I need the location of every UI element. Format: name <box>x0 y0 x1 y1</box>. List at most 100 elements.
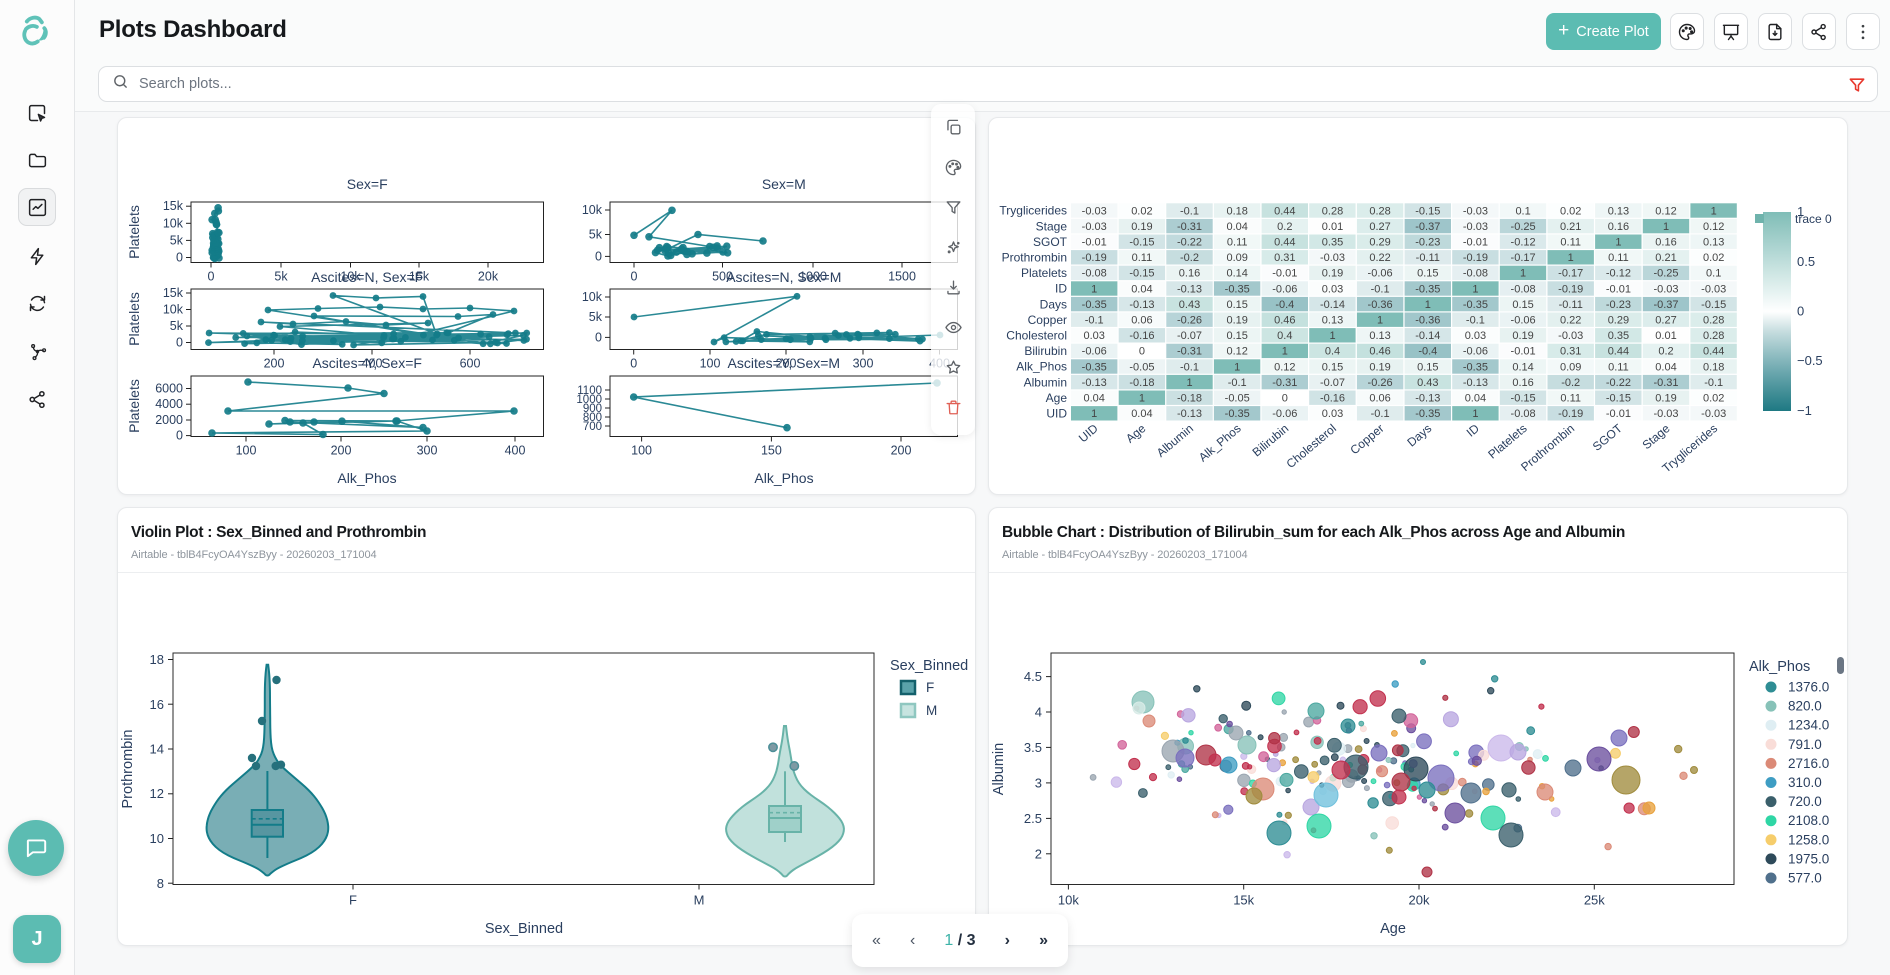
svg-text:0: 0 <box>1139 346 1145 358</box>
svg-text:1: 1 <box>1329 330 1335 342</box>
svg-text:-0.03: -0.03 <box>1701 408 1726 420</box>
svg-text:Alk_Phos: Alk_Phos <box>337 470 396 486</box>
svg-text:0.18: 0.18 <box>1226 205 1247 217</box>
svg-text:0.28: 0.28 <box>1369 205 1390 217</box>
svg-text:UID: UID <box>1046 407 1067 421</box>
svg-text:0.04: 0.04 <box>1655 361 1676 373</box>
svg-text:-0.16: -0.16 <box>1320 393 1345 405</box>
svg-text:0.27: 0.27 <box>1655 315 1676 327</box>
svg-text:0.19: 0.19 <box>1512 330 1533 342</box>
svg-text:-0.06: -0.06 <box>1368 268 1393 280</box>
svg-text:F: F <box>926 680 934 695</box>
svg-text:-0.06: -0.06 <box>1272 408 1297 420</box>
svg-text:-0.4: -0.4 <box>1275 299 1294 311</box>
svg-text:0.09: 0.09 <box>1226 252 1247 264</box>
svg-text:10k: 10k <box>340 270 361 284</box>
svg-text:Ascites=Y, Sex=M: Ascites=Y, Sex=M <box>728 355 841 371</box>
svg-text:-0.11: -0.11 <box>1416 252 1440 264</box>
svg-text:0.31: 0.31 <box>1560 346 1581 358</box>
svg-text:16: 16 <box>150 697 164 712</box>
svg-text:0.11: 0.11 <box>1608 361 1629 373</box>
svg-text:8: 8 <box>157 876 164 891</box>
svg-text:-0.03: -0.03 <box>1082 221 1107 233</box>
svg-text:720.0: 720.0 <box>1788 794 1822 809</box>
svg-text:5k: 5k <box>589 310 603 324</box>
svg-text:-0.31: -0.31 <box>1177 346 1202 358</box>
svg-text:-0.35: -0.35 <box>1463 361 1488 373</box>
svg-text:-0.16: -0.16 <box>1129 330 1154 342</box>
svg-text:0.1: 0.1 <box>1706 268 1721 280</box>
svg-text:1: 1 <box>1186 377 1192 389</box>
svg-text:0.19: 0.19 <box>1226 315 1247 327</box>
svg-text:Platelets: Platelets <box>126 205 142 259</box>
svg-text:10k: 10k <box>163 216 184 230</box>
svg-text:0: 0 <box>595 249 602 263</box>
svg-text:Cholesterol: Cholesterol <box>1006 329 1067 343</box>
svg-text:0.16: 0.16 <box>1655 237 1676 249</box>
svg-text:Sex=M: Sex=M <box>762 176 806 192</box>
svg-text:1: 1 <box>1568 252 1574 264</box>
svg-text:0.4: 0.4 <box>1325 346 1340 358</box>
svg-text:-0.01: -0.01 <box>1511 346 1536 358</box>
svg-text:-0.37: -0.37 <box>1653 299 1678 311</box>
svg-text:0.28: 0.28 <box>1703 330 1724 342</box>
svg-text:Age: Age <box>1046 391 1068 405</box>
svg-text:Bilirubin: Bilirubin <box>1024 344 1067 358</box>
svg-text:0.28: 0.28 <box>1703 315 1724 327</box>
svg-text:-0.1: -0.1 <box>1371 283 1390 295</box>
svg-text:150: 150 <box>761 444 782 458</box>
svg-text:-0.37: -0.37 <box>1415 221 1440 233</box>
svg-text:-0.19: -0.19 <box>1558 408 1583 420</box>
svg-text:0.46: 0.46 <box>1369 346 1390 358</box>
svg-text:−1: −1 <box>1797 403 1812 418</box>
svg-text:25k: 25k <box>1584 893 1605 908</box>
svg-text:-0.01: -0.01 <box>1463 237 1488 249</box>
svg-text:1000: 1000 <box>799 270 827 284</box>
svg-text:0.14: 0.14 <box>1512 361 1533 373</box>
svg-text:20k: 20k <box>478 270 499 284</box>
svg-text:-0.2: -0.2 <box>1561 377 1580 389</box>
svg-text:-0.1: -0.1 <box>1466 315 1485 327</box>
svg-text:0.12: 0.12 <box>1226 346 1247 358</box>
svg-text:Days: Days <box>1404 421 1434 449</box>
svg-text:-0.17: -0.17 <box>1511 252 1536 264</box>
svg-text:0.21: 0.21 <box>1560 221 1581 233</box>
svg-text:Tryglicerides: Tryglicerides <box>999 204 1067 218</box>
svg-text:0.28: 0.28 <box>1322 205 1343 217</box>
svg-text:-0.19: -0.19 <box>1558 283 1583 295</box>
svg-text:Stage: Stage <box>1640 421 1673 452</box>
svg-text:0.21: 0.21 <box>1655 252 1676 264</box>
svg-text:-0.1: -0.1 <box>1180 205 1199 217</box>
svg-text:0: 0 <box>176 251 183 265</box>
svg-text:0.06: 0.06 <box>1369 393 1390 405</box>
svg-text:4: 4 <box>1035 705 1042 720</box>
svg-text:0.01: 0.01 <box>1322 221 1343 233</box>
svg-text:-0.15: -0.15 <box>1415 205 1440 217</box>
svg-text:Alk_Phos: Alk_Phos <box>1196 421 1244 464</box>
svg-text:10k: 10k <box>582 203 603 217</box>
svg-text:-0.25: -0.25 <box>1653 268 1678 280</box>
svg-text:100: 100 <box>700 357 721 371</box>
svg-text:-0.01: -0.01 <box>1606 408 1631 420</box>
svg-text:Alk_Phos: Alk_Phos <box>1016 360 1067 374</box>
svg-text:10k: 10k <box>582 290 603 304</box>
svg-text:-0.13: -0.13 <box>1129 299 1154 311</box>
svg-text:1500: 1500 <box>888 270 916 284</box>
svg-text:0.44: 0.44 <box>1274 237 1295 249</box>
svg-text:-0.15: -0.15 <box>1606 393 1631 405</box>
svg-text:0.11: 0.11 <box>1560 393 1581 405</box>
svg-text:-0.18: -0.18 <box>1177 393 1202 405</box>
svg-text:600: 600 <box>460 357 481 371</box>
svg-text:0.35: 0.35 <box>1322 237 1343 249</box>
svg-text:15k: 15k <box>163 199 184 213</box>
svg-text:0.31: 0.31 <box>1274 252 1295 264</box>
svg-text:820.0: 820.0 <box>1788 699 1822 714</box>
svg-text:0: 0 <box>631 270 638 284</box>
svg-text:-0.15: -0.15 <box>1701 299 1726 311</box>
svg-text:0.1: 0.1 <box>1515 205 1530 217</box>
svg-text:0.06: 0.06 <box>1131 315 1152 327</box>
svg-text:0.12: 0.12 <box>1655 205 1676 217</box>
svg-text:Age: Age <box>1380 921 1406 937</box>
svg-text:1000: 1000 <box>576 394 602 406</box>
svg-text:-0.03: -0.03 <box>1653 408 1678 420</box>
